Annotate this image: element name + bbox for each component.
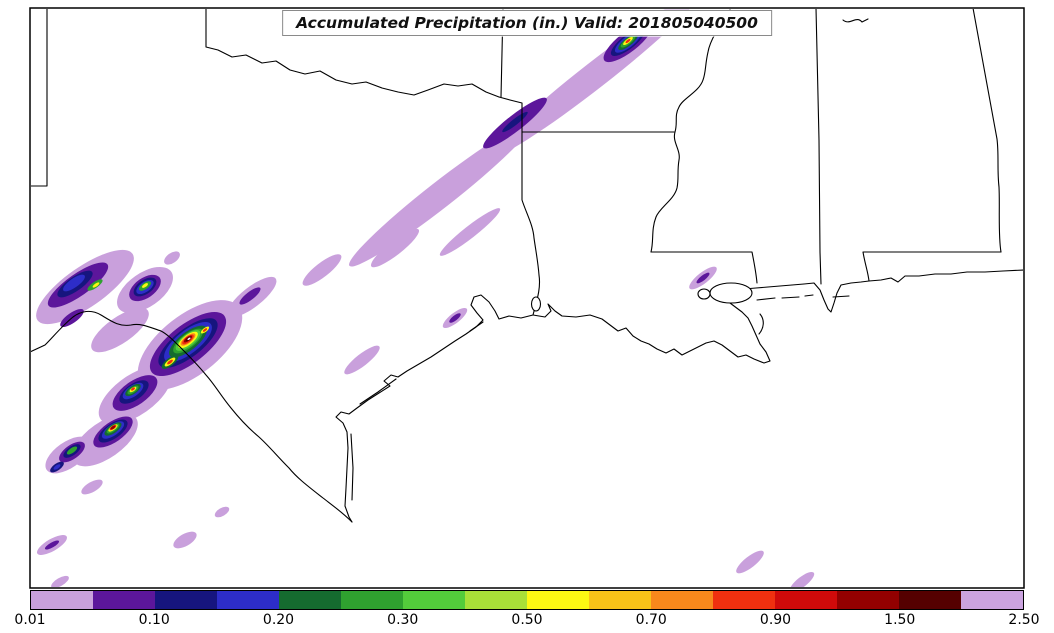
colorbar-segment xyxy=(589,591,651,609)
coastline-texas xyxy=(335,294,534,523)
border-mississippi-river xyxy=(650,9,732,253)
barrier-islands xyxy=(756,294,850,301)
colorbar-segment xyxy=(713,591,775,609)
colorbar-segment xyxy=(31,591,93,609)
coastline-group xyxy=(31,269,1023,523)
border-alabama-georgia xyxy=(972,9,1002,253)
rio-grande-river xyxy=(31,310,353,523)
border-new-mexico-texas xyxy=(31,9,48,187)
border-alabama-florida xyxy=(862,251,1002,282)
map-frame-border xyxy=(29,7,1025,589)
colorbar-segment xyxy=(837,591,899,609)
colorbar-segment xyxy=(465,591,527,609)
map-background xyxy=(30,8,1024,588)
lake-pontchartrain xyxy=(709,282,753,304)
colorbar-tick-label: 0.20 xyxy=(262,612,295,628)
colorbar-ticks: 0.01 0.10 0.20 0.30 0.50 0.70 0.90 1.50 2.50 xyxy=(14,612,1039,630)
colorbar-tick-label: 1.50 xyxy=(884,612,916,628)
padre-island-barrier xyxy=(350,433,354,501)
colorbar-segment xyxy=(341,591,403,609)
precipitation-field xyxy=(36,9,815,587)
colorbar-segment xyxy=(651,591,713,609)
lake-maurepas xyxy=(697,288,711,300)
colorbar-segment xyxy=(217,591,279,609)
colorbar-segment xyxy=(775,591,837,609)
precip-core-offscale xyxy=(187,337,191,341)
border-texas-oklahoma-red-river xyxy=(205,9,500,98)
sabine-lake xyxy=(530,296,542,312)
border-texas-louisiana-sabine xyxy=(498,96,541,316)
colorbar xyxy=(30,590,1024,610)
border-mississippi-alabama xyxy=(815,9,822,285)
map-title: Accumulated Precipitation (in.) Valid: 2… xyxy=(296,14,758,32)
colorbar-segment xyxy=(279,591,341,609)
colorbar-tick-label: 0.01 xyxy=(14,612,46,628)
galveston-barrier xyxy=(469,321,484,332)
coastline-louisiana-delta-gulf xyxy=(532,269,1023,364)
colorbar-tick-label: 0.10 xyxy=(138,612,170,628)
colorbar-tick-label: 0.70 xyxy=(635,612,667,628)
colorbar-segment xyxy=(155,591,217,609)
map-title-box: Accumulated Precipitation (in.) Valid: 2… xyxy=(282,10,772,36)
colorbar-segment xyxy=(403,591,465,609)
colorbar-segment xyxy=(899,591,961,609)
colorbar-tick-label: 2.50 xyxy=(1008,612,1040,628)
matagorda-barrier xyxy=(359,378,397,405)
colorbar-segment xyxy=(961,591,1023,609)
colorbar-segments xyxy=(31,591,1023,609)
colorbar-segment xyxy=(527,591,589,609)
chandeleur-islands xyxy=(758,313,764,335)
colorbar-tick-label: 0.50 xyxy=(511,612,543,628)
tennessee-river-squiggle xyxy=(842,18,869,23)
colorbar-tick-label: 0.90 xyxy=(759,612,792,628)
border-louisiana-mississippi xyxy=(650,251,758,284)
colorbar-tick-label: 0.30 xyxy=(387,612,419,628)
colorbar-segment xyxy=(93,591,155,609)
